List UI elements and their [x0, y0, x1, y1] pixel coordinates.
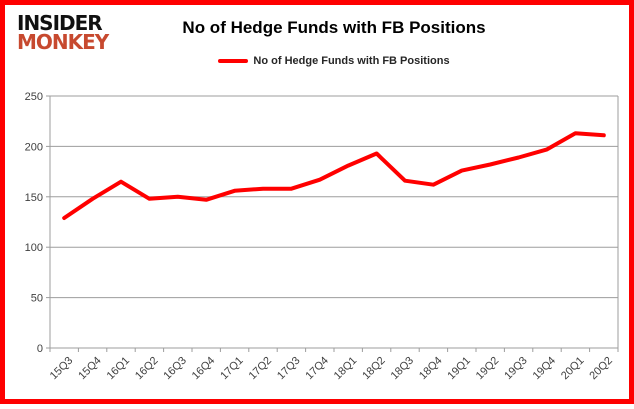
x-axis-tick-label: 17Q2 [247, 355, 275, 383]
x-axis-tick-label: 18Q1 [332, 355, 360, 383]
legend-line-swatch-icon [218, 59, 249, 63]
y-axis-tick-label: 150 [25, 192, 43, 204]
x-axis-tick-label: 19Q1 [445, 355, 473, 383]
y-axis-tick-label: 250 [25, 91, 43, 103]
x-axis-tick-label: 20Q2 [587, 355, 615, 383]
x-axis-tick-label: 16Q1 [105, 355, 133, 383]
x-axis-tick-label: 19Q4 [531, 355, 559, 383]
data-series-line [62, 131, 606, 220]
x-axis-tick-label: 18Q4 [417, 355, 445, 383]
x-axis-tick-label: 17Q4 [303, 355, 331, 383]
legend-label: No of Hedge Funds with FB Positions [253, 55, 450, 67]
y-axis-tick-label: 200 [25, 141, 43, 153]
y-axis-tick-label: 100 [25, 242, 43, 254]
x-axis-tick-label: 16Q2 [133, 355, 161, 383]
y-axis-tick-label: 0 [37, 343, 43, 355]
x-axis-tick-label: 16Q3 [161, 355, 189, 383]
y-axis-tick-label: 50 [31, 293, 43, 305]
x-axis-tick-label: 19Q2 [474, 355, 502, 383]
x-axis-tick-label: 18Q3 [389, 355, 417, 383]
x-axis-tick-label: 17Q1 [218, 355, 246, 383]
chart-title: No of Hedge Funds with FB Positions [182, 18, 486, 37]
chart-legend: No of Hedge Funds with FB Positions [55, 55, 613, 67]
x-axis-tick-label: 15Q3 [48, 355, 76, 383]
x-axis-tick-label: 18Q2 [360, 355, 388, 383]
logo-text-monkey: MONKEY [17, 29, 109, 54]
x-axis-tick-label: 17Q3 [275, 355, 303, 383]
x-axis-tick-label: 15Q4 [76, 355, 104, 383]
x-axis-tick-label: 19Q3 [502, 355, 530, 383]
logo-text-insider: INSIDER [17, 11, 103, 35]
insider-monkey-logo: INSIDER MONKEY [17, 11, 109, 54]
x-axis-tick-label: 20Q1 [559, 355, 587, 383]
x-axis-tick-label: 16Q4 [190, 355, 218, 383]
